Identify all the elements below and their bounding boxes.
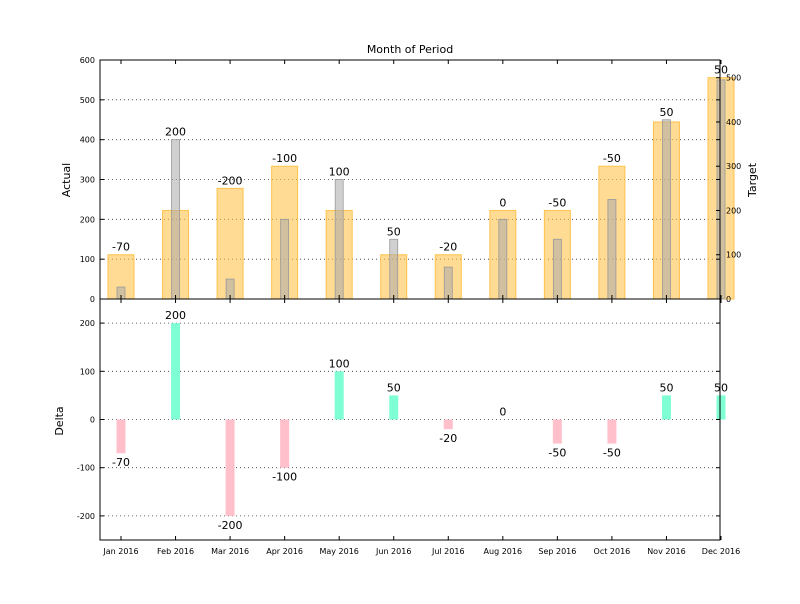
top-data-label: -50 (603, 152, 621, 165)
delta-bar (443, 419, 453, 430)
x-tick-label: Jan 2016 (102, 547, 138, 556)
y-tick-label-actual: 400 (80, 136, 95, 145)
delta-bar (171, 323, 181, 420)
delta-data-label: -70 (112, 456, 130, 469)
actual-bar (552, 238, 562, 300)
top-data-label: 50 (387, 225, 401, 238)
actual-bar (662, 119, 671, 300)
y-tick-label-actual: 300 (80, 176, 95, 185)
top-data-label: -20 (439, 241, 457, 254)
y-tick-label-actual: 100 (80, 255, 95, 264)
top-data-label: 100 (329, 166, 350, 179)
actual-bar (443, 266, 453, 300)
top-data-label: 200 (165, 126, 186, 139)
delta-bar (552, 419, 562, 444)
x-tick-label: Dec 2016 (702, 547, 740, 556)
delta-data-label: 50 (659, 381, 673, 394)
delta-data-label: 50 (714, 381, 728, 394)
y-tick-label-actual: 0 (90, 295, 95, 304)
actual-bar (498, 218, 508, 300)
x-tick-label: Oct 2016 (594, 547, 631, 556)
delta-data-label: 200 (165, 309, 186, 322)
x-tick-label: Jul 2016 (431, 547, 465, 556)
delta-data-label: -100 (272, 471, 297, 484)
x-tick-label: Feb 2016 (157, 547, 194, 556)
y-axis-label-delta: Delta (53, 406, 66, 435)
x-tick-label: Nov 2016 (647, 547, 686, 556)
actual-bar (280, 218, 290, 300)
delta-data-label: -200 (218, 519, 243, 532)
delta-bar (716, 395, 726, 420)
top-data-label: 50 (659, 106, 673, 119)
x-tick-label: May 2016 (319, 547, 358, 556)
delta-bar (389, 395, 399, 420)
y-tick-label-delta: -100 (77, 464, 95, 473)
actual-bar (171, 139, 180, 300)
actual-bar (334, 179, 344, 300)
y-tick-label-target: 100 (726, 251, 741, 260)
y-tick-label-delta: -200 (77, 512, 95, 521)
delta-bar (225, 419, 235, 516)
delta-bar (334, 371, 344, 420)
top-data-label: 0 (499, 196, 506, 209)
delta-data-label: 50 (387, 381, 401, 394)
y-tick-label-delta: 0 (90, 416, 95, 425)
top-data-label: -50 (548, 196, 566, 209)
x-tick-label: Mar 2016 (211, 547, 249, 556)
top-data-label: -70 (112, 241, 130, 254)
delta-bar (116, 419, 126, 454)
x-tick-label: Jun 2016 (375, 547, 411, 556)
delta-data-label: -50 (603, 447, 621, 460)
delta-data-label: -50 (548, 447, 566, 460)
chart-title: Month of Period (367, 43, 453, 56)
y-axis-label-actual: Actual (60, 163, 73, 197)
top-data-label: -200 (218, 174, 243, 187)
actual-bar (716, 79, 726, 300)
y-tick-label-target: 300 (726, 162, 741, 171)
y-tick-label-target: 500 (726, 74, 741, 83)
y-tick-label-target: 0 (726, 295, 731, 304)
x-tick-label: Sep 2016 (538, 547, 576, 556)
delta-data-label: 0 (499, 406, 506, 419)
delta-data-label: 100 (329, 357, 350, 370)
x-tick-label: Aug 2016 (484, 547, 523, 556)
delta-data-label: -20 (439, 432, 457, 445)
x-tick-label: Apr 2016 (266, 547, 303, 556)
y-tick-label-actual: 500 (80, 96, 95, 105)
delta-bar (607, 419, 617, 444)
delta-bar (280, 419, 290, 468)
y-tick-label-target: 400 (726, 118, 741, 127)
y-axis-label-target: Target (746, 162, 759, 198)
actual-bar (389, 238, 399, 300)
top-data-label: 50 (714, 64, 728, 77)
y-tick-label-target: 200 (726, 206, 741, 215)
target-bar (107, 254, 135, 300)
y-tick-label-actual: 200 (80, 215, 95, 224)
y-tick-label-delta: 100 (80, 367, 95, 376)
top-data-label: -100 (272, 152, 297, 165)
actual-bar (607, 199, 617, 300)
y-tick-label-actual: 600 (80, 56, 95, 65)
y-tick-label-delta: 200 (80, 319, 95, 328)
delta-bar (661, 395, 671, 420)
